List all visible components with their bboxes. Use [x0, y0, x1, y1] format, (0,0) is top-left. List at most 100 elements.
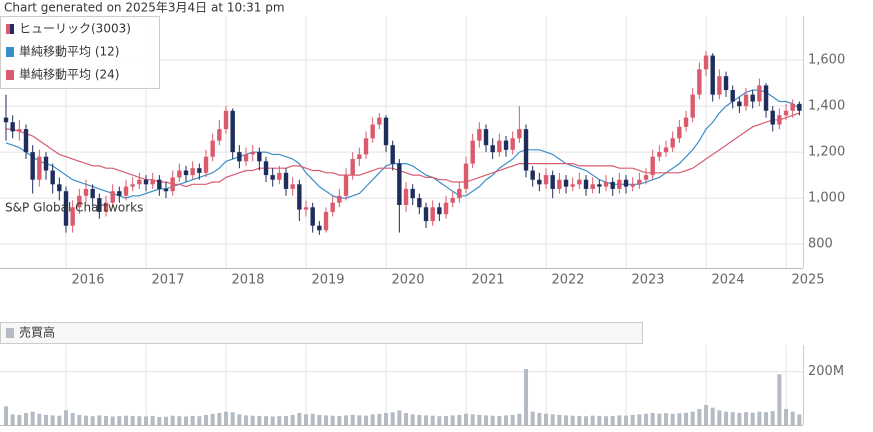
legend-label: 単純移動平均 (12) [19, 45, 119, 59]
candle-body [350, 159, 355, 176]
volume-bar [770, 411, 775, 425]
candle-body [450, 198, 455, 203]
volume-bar [90, 416, 95, 425]
candle-body [423, 207, 429, 222]
x-tick-label: 2023 [631, 273, 664, 288]
candle-body [590, 184, 595, 189]
candle-body [343, 175, 349, 196]
candle-body [390, 145, 395, 164]
candle-body [663, 147, 669, 153]
volume-bar [264, 416, 269, 425]
y-tick-label: 1,000 [808, 191, 845, 206]
volume-bar [777, 374, 782, 425]
candle-body [443, 202, 449, 215]
candle-body [103, 202, 109, 212]
volume-bar [530, 411, 535, 425]
candle-body [210, 140, 215, 157]
volume-bar [284, 415, 289, 425]
volume-legend-box [0, 322, 643, 344]
candle-body [403, 188, 409, 205]
volume-bar [144, 416, 149, 425]
candle-body [430, 207, 435, 222]
volume-bar [604, 416, 609, 425]
candle-body [523, 129, 529, 171]
volume-bar [117, 416, 122, 425]
volume-bar [537, 413, 542, 425]
candle-body [243, 154, 249, 162]
volume-bar [57, 415, 62, 425]
volume-bar [350, 414, 355, 425]
volume-bar [224, 411, 229, 425]
volume-bar [44, 414, 49, 425]
volume-bar [70, 413, 75, 425]
volume-bar [704, 405, 709, 425]
volume-bar [64, 410, 69, 425]
candle-body [17, 129, 22, 132]
candle-body [310, 207, 315, 226]
candle-body [630, 184, 635, 187]
volume-bar [50, 415, 55, 425]
candle-body [410, 188, 415, 199]
candle-body [703, 55, 709, 70]
x-tick-label: 2020 [391, 273, 424, 288]
volume-bar [77, 414, 82, 425]
volume-bar [177, 416, 182, 425]
candle-body [297, 184, 302, 210]
candle-body [83, 188, 89, 196]
candle-body [10, 122, 15, 132]
candle-body [790, 103, 795, 111]
volume-bar [750, 412, 755, 425]
candle-body [723, 76, 729, 91]
candle-body [203, 156, 209, 173]
candle-body [563, 179, 569, 187]
volume-bar [404, 413, 409, 425]
y-tick-label: 1,600 [808, 53, 845, 68]
volume-bar [677, 413, 682, 425]
volume-bar [644, 413, 649, 425]
volume-bar [390, 412, 395, 425]
volume-bar [557, 414, 562, 425]
candle-body [277, 172, 282, 180]
candle-body [517, 129, 522, 139]
candle-body [330, 202, 335, 212]
candle-body [617, 179, 622, 189]
candle-body [370, 124, 375, 139]
candle-body [150, 179, 155, 185]
volume-bar [230, 412, 235, 425]
marks [3, 50, 802, 425]
volume-bar [657, 413, 662, 425]
volume-bar [297, 413, 302, 425]
volume-bar [104, 415, 109, 425]
volume-bar [4, 406, 8, 425]
volume-bar [477, 414, 482, 425]
volume-bar [797, 414, 802, 425]
candle-body [770, 110, 775, 125]
volume-bar [497, 415, 502, 425]
volume-bar [524, 369, 529, 425]
volume-bar [470, 414, 475, 425]
candle-body [757, 85, 762, 102]
volume-bar [424, 415, 429, 425]
legend-label: 単純移動平均 (24) [19, 68, 119, 82]
candle-body [183, 170, 189, 176]
header: Chart generated on 2025年3月4日 at 10:31 pm [4, 1, 285, 15]
x-tick-label: 2024 [711, 273, 744, 288]
volume-bar [364, 415, 369, 425]
candle-body [37, 156, 42, 180]
candle-body [537, 179, 542, 185]
y-tick-label: 800 [808, 237, 833, 252]
volume-bar [210, 413, 215, 425]
candle-body [163, 188, 169, 192]
candle-body [190, 168, 195, 176]
candle-body [263, 161, 269, 176]
x-tick-label: 2018 [231, 273, 264, 288]
candle-body [217, 129, 222, 141]
volume-bar [130, 415, 135, 425]
candle-body [610, 182, 615, 189]
volume-bar [110, 416, 115, 425]
candle-body [357, 154, 362, 160]
candle-body [303, 207, 309, 210]
candle-body [497, 140, 502, 153]
volume-bar [197, 416, 202, 425]
volume-bar [97, 415, 102, 425]
